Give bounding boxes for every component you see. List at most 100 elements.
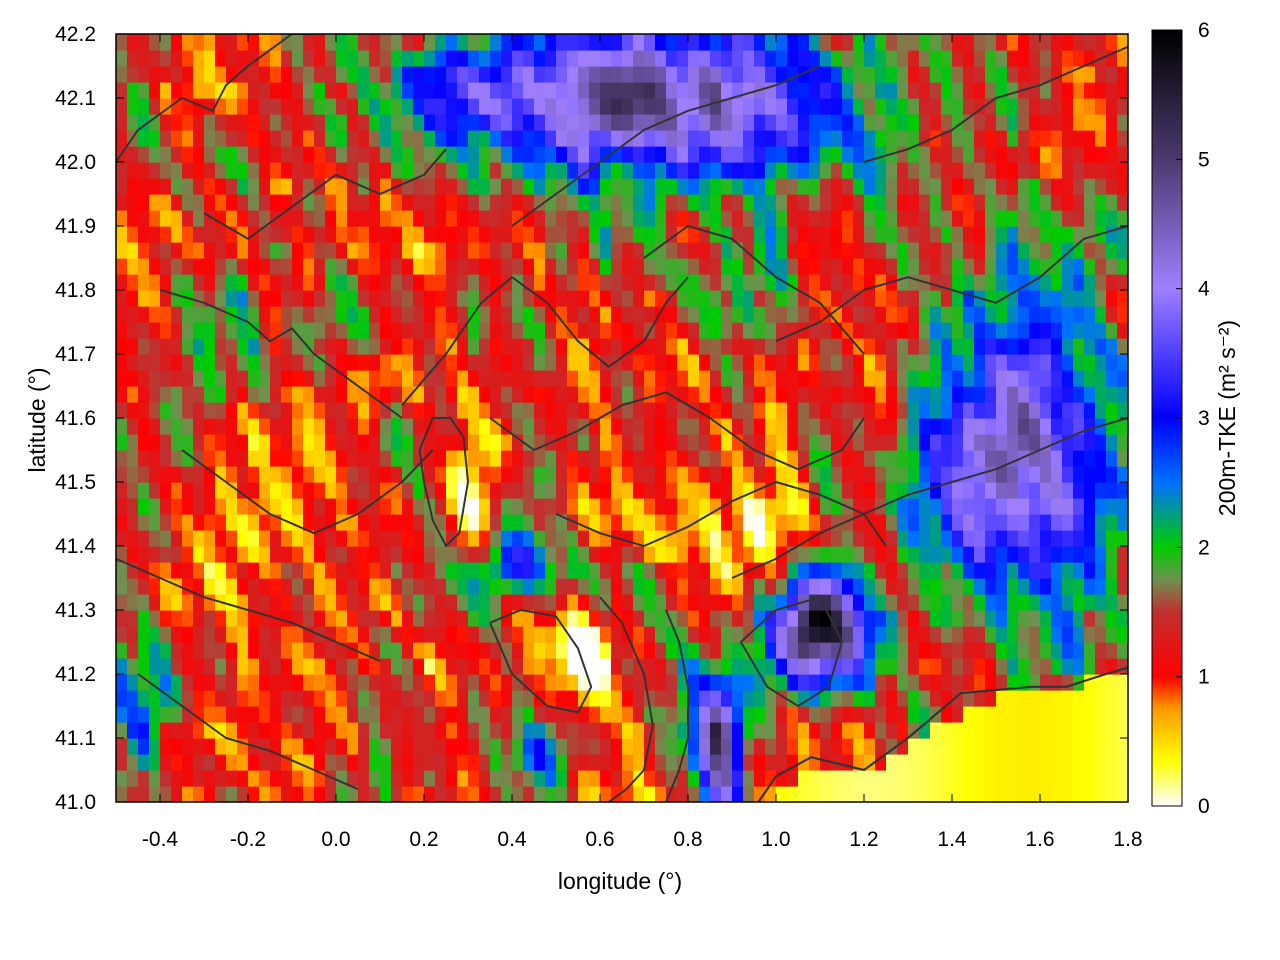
heatmap-cell: [171, 66, 183, 83]
heatmap-cell: [424, 642, 436, 659]
heatmap-cell: [842, 578, 854, 595]
heatmap-cell: [424, 578, 436, 595]
heatmap-cell: [116, 706, 128, 723]
heatmap-cell: [600, 322, 612, 339]
heatmap-cell: [710, 386, 722, 403]
heatmap-cell: [677, 562, 689, 579]
heatmap-cell: [600, 210, 612, 227]
heatmap-cell: [655, 338, 667, 355]
heatmap-cell: [171, 306, 183, 323]
heatmap-cell: [391, 514, 403, 531]
heatmap-cell: [710, 466, 722, 483]
heatmap-cell: [512, 210, 524, 227]
heatmap-cell: [424, 562, 436, 579]
heatmap-cell: [567, 786, 579, 802]
heatmap-cell: [303, 450, 315, 467]
heatmap-cell: [204, 562, 216, 579]
heatmap-cell: [853, 98, 865, 115]
heatmap-cell: [941, 50, 953, 67]
heatmap-cell: [908, 738, 920, 755]
heatmap-cell: [787, 738, 799, 755]
heatmap-cell: [160, 242, 172, 259]
heatmap-cell: [182, 386, 194, 403]
heatmap-cell: [193, 386, 205, 403]
heatmap-cell: [314, 514, 326, 531]
heatmap-cell: [358, 754, 370, 771]
heatmap-cell: [369, 178, 381, 195]
heatmap-cell: [622, 290, 634, 307]
heatmap-cell: [369, 562, 381, 579]
heatmap-cell: [688, 642, 700, 659]
heatmap-cell: [1073, 338, 1085, 355]
heatmap-cell: [963, 306, 975, 323]
heatmap-cell: [182, 274, 194, 291]
heatmap-cell: [622, 82, 634, 99]
heatmap-cell: [721, 82, 733, 99]
heatmap-cell: [204, 274, 216, 291]
heatmap-cell: [886, 50, 898, 67]
heatmap-cell: [699, 274, 711, 291]
heatmap-cell: [259, 162, 271, 179]
heatmap-cell: [171, 450, 183, 467]
heatmap-cell: [545, 402, 557, 419]
heatmap-cell: [919, 706, 931, 723]
heatmap-cell: [1007, 210, 1019, 227]
heatmap-cell: [721, 610, 733, 627]
heatmap-cell: [677, 786, 689, 802]
heatmap-cell: [710, 50, 722, 67]
heatmap-cell: [666, 626, 678, 643]
heatmap-cell: [578, 514, 590, 531]
heatmap-cell: [413, 66, 425, 83]
heatmap-cell: [886, 130, 898, 147]
heatmap-cell: [666, 434, 678, 451]
heatmap-cell: [1106, 530, 1118, 547]
heatmap-cell: [127, 434, 139, 451]
heatmap-cell: [1095, 210, 1107, 227]
heatmap-cell: [314, 306, 326, 323]
heatmap-cell: [831, 498, 843, 515]
heatmap-cell: [677, 322, 689, 339]
heatmap-cell: [743, 770, 755, 787]
heatmap-cell: [270, 306, 282, 323]
heatmap-cell: [809, 290, 821, 307]
heatmap-cell: [204, 338, 216, 355]
heatmap-cell: [886, 370, 898, 387]
heatmap-cell: [193, 82, 205, 99]
heatmap-cell: [160, 466, 172, 483]
heatmap-cell: [237, 466, 249, 483]
heatmap-cell: [897, 626, 909, 643]
heatmap-cell: [435, 258, 447, 275]
heatmap-cell: [303, 34, 315, 51]
heatmap-cell: [336, 626, 348, 643]
heatmap-cell: [963, 690, 975, 707]
heatmap-cell: [732, 642, 744, 659]
heatmap-cell: [325, 258, 337, 275]
heatmap-cell: [1073, 434, 1085, 451]
heatmap-cell: [314, 274, 326, 291]
heatmap-cell: [996, 610, 1008, 627]
heatmap-cell: [875, 786, 887, 802]
heatmap-cell: [369, 482, 381, 499]
heatmap-cell: [1117, 738, 1128, 755]
heatmap-cell: [710, 130, 722, 147]
heatmap-cell: [798, 610, 810, 627]
heatmap-cell: [138, 498, 150, 515]
heatmap-cell: [270, 754, 282, 771]
heatmap-cell: [908, 578, 920, 595]
heatmap-cell: [655, 274, 667, 291]
heatmap-cell: [193, 642, 205, 659]
heatmap-cell: [578, 274, 590, 291]
heatmap-cell: [380, 690, 392, 707]
heatmap-cell: [435, 322, 447, 339]
heatmap-cell: [589, 578, 601, 595]
heatmap-cell: [1007, 674, 1019, 691]
heatmap-cell: [633, 754, 645, 771]
heatmap-cell: [578, 754, 590, 771]
heatmap-cell: [556, 482, 568, 499]
heatmap-cell: [534, 306, 546, 323]
heatmap-cell: [952, 306, 964, 323]
heatmap-cell: [325, 498, 337, 515]
heatmap-cell: [853, 386, 865, 403]
heatmap-cell: [941, 530, 953, 547]
heatmap-cell: [446, 578, 458, 595]
